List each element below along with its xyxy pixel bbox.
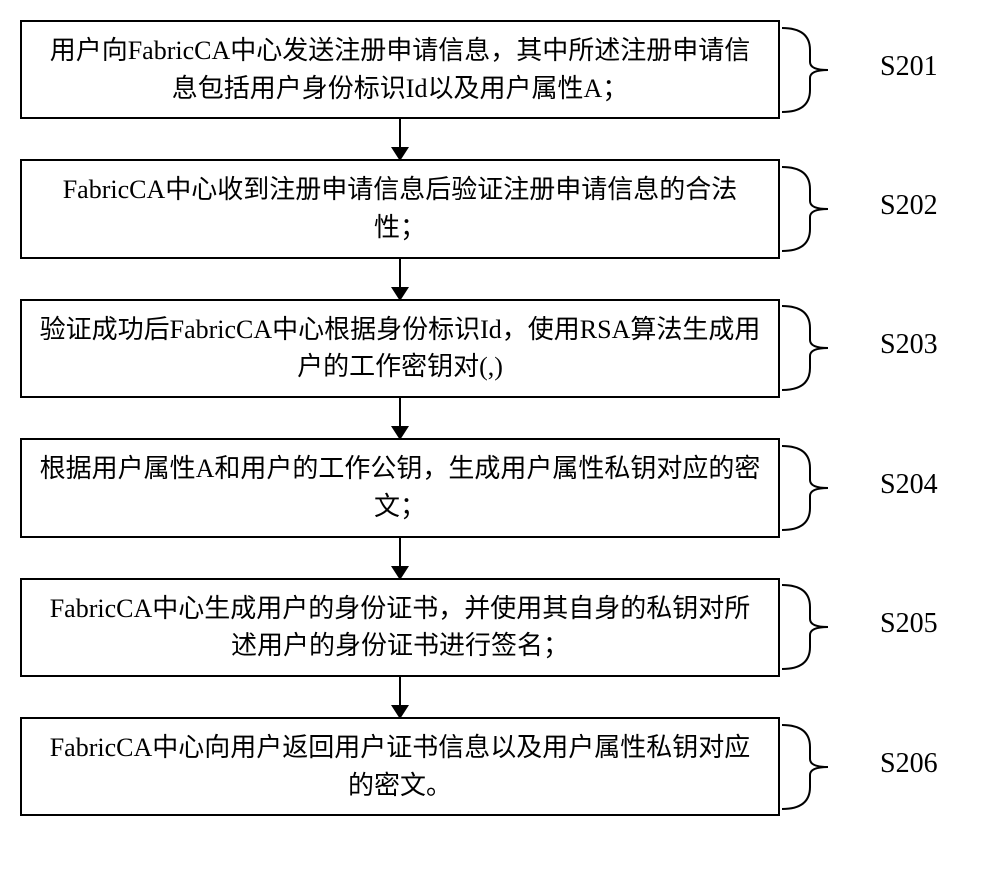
arrow-down-icon — [399, 259, 401, 299]
flow-step-box: 用户向FabricCA中心发送注册申请信息，其中所述注册申请信息包括用户身份标识… — [20, 20, 780, 119]
flow-step-row: FabricCA中心向用户返回用户证书信息以及用户属性私钥对应的密文。 S206 — [20, 717, 980, 816]
flow-step-box: 验证成功后FabricCA中心根据身份标识Id，使用RSA算法生成用户的工作密钥… — [20, 299, 780, 398]
bracket-icon — [780, 22, 850, 118]
flow-connector — [20, 259, 980, 299]
flow-connector — [20, 119, 980, 159]
step-label-wrap: S203 — [850, 335, 980, 361]
flow-step-row: 验证成功后FabricCA中心根据身份标识Id，使用RSA算法生成用户的工作密钥… — [20, 299, 980, 398]
flow-step-row: FabricCA中心收到注册申请信息后验证注册申请信息的合法性； S202 — [20, 159, 980, 258]
step-label: S202 — [880, 190, 938, 222]
step-label: S204 — [880, 469, 938, 501]
arrow-down-icon — [399, 398, 401, 438]
flow-step-row: 根据用户属性A和用户的工作公钥，生成用户属性私钥对应的密文； S204 — [20, 438, 980, 537]
flowchart-container: 用户向FabricCA中心发送注册申请信息，其中所述注册申请信息包括用户身份标识… — [20, 20, 980, 816]
flow-connector — [20, 677, 980, 717]
bracket-icon — [780, 579, 850, 675]
flow-step-box: FabricCA中心收到注册申请信息后验证注册申请信息的合法性； — [20, 159, 780, 258]
flow-step-box: FabricCA中心生成用户的身份证书，并使用其自身的私钥对所述用户的身份证书进… — [20, 578, 780, 677]
step-label: S203 — [880, 329, 938, 361]
arrow-down-icon — [399, 538, 401, 578]
arrow-down-icon — [399, 119, 401, 159]
flow-step-box: FabricCA中心向用户返回用户证书信息以及用户属性私钥对应的密文。 — [20, 717, 780, 816]
arrow-down-icon — [399, 677, 401, 717]
step-label: S201 — [880, 51, 938, 83]
step-label-wrap: S202 — [850, 196, 980, 222]
flow-connector — [20, 398, 980, 438]
flow-step-box: 根据用户属性A和用户的工作公钥，生成用户属性私钥对应的密文； — [20, 438, 780, 537]
bracket-icon — [780, 161, 850, 257]
step-label-wrap: S206 — [850, 754, 980, 780]
flow-step-row: 用户向FabricCA中心发送注册申请信息，其中所述注册申请信息包括用户身份标识… — [20, 20, 980, 119]
flow-connector — [20, 538, 980, 578]
step-label-wrap: S201 — [850, 57, 980, 83]
step-label: S205 — [880, 608, 938, 640]
flow-step-row: FabricCA中心生成用户的身份证书，并使用其自身的私钥对所述用户的身份证书进… — [20, 578, 980, 677]
step-label-wrap: S204 — [850, 475, 980, 501]
step-label-wrap: S205 — [850, 614, 980, 640]
step-label: S206 — [880, 748, 938, 780]
bracket-icon — [780, 300, 850, 396]
bracket-icon — [780, 440, 850, 536]
bracket-icon — [780, 719, 850, 815]
